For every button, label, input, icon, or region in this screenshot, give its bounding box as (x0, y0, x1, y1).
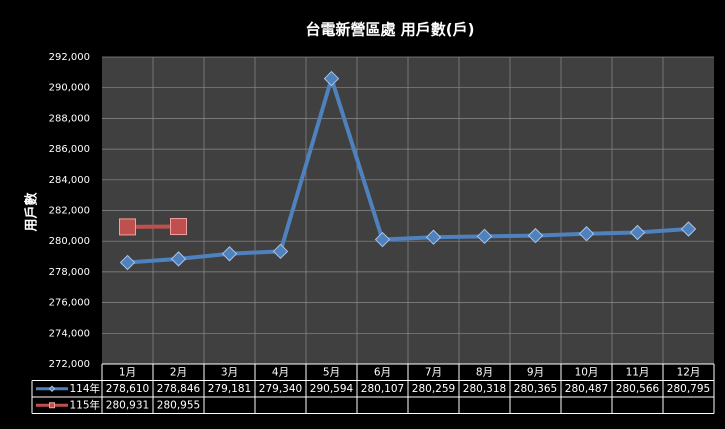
table-cell: 278,846 (157, 383, 201, 395)
series-line (127, 71, 689, 265)
x-tick-label: 11月 (626, 366, 650, 378)
x-tick-label: 1月 (119, 366, 136, 378)
x-tick-label: 2月 (170, 366, 187, 378)
legend-marker (48, 385, 56, 392)
y-tick-label: 278,000 (49, 267, 90, 278)
marker (119, 254, 136, 271)
table-cell: 280,318 (463, 383, 506, 395)
y-tick-label: 274,000 (49, 328, 90, 339)
marker (527, 227, 544, 244)
y-tick-label: 286,000 (49, 144, 90, 155)
marker (578, 226, 595, 242)
marker (221, 246, 238, 262)
table-cell: 280,795 (667, 383, 710, 395)
legend-label: 115年 (69, 398, 100, 411)
marker (680, 221, 697, 237)
table-cell: 280,566 (616, 383, 660, 395)
marker (119, 218, 136, 236)
y-tick-label: 282,000 (49, 206, 90, 217)
table-cell: 278,610 (106, 383, 149, 395)
x-tick-label: 10月 (575, 366, 599, 378)
x-tick-label: 7月 (425, 366, 442, 378)
table-cell: 280,365 (514, 383, 557, 395)
x-tick-label: 4月 (272, 366, 289, 378)
y-tick-label: 284,000 (49, 175, 90, 186)
marker (374, 231, 391, 248)
y-tick-label: 292,000 (49, 52, 90, 63)
marker (425, 229, 442, 245)
chart-title: 台電新營區處 用戶數(戶) (306, 21, 475, 39)
x-tick-label: 6月 (374, 366, 391, 378)
marker (170, 251, 187, 267)
marker (629, 224, 646, 241)
x-tick-label: 5月 (323, 366, 340, 378)
marker (272, 243, 289, 260)
table-cell: 280,487 (565, 383, 608, 395)
marker (170, 218, 187, 236)
y-tick-label: 276,000 (49, 298, 90, 309)
x-tick-label: 3月 (221, 366, 238, 378)
marker (476, 228, 493, 245)
table-cell: 280,955 (157, 399, 200, 411)
marker (323, 70, 340, 87)
legend-label: 114年 (69, 382, 100, 395)
x-tick-label: 12月 (677, 366, 701, 378)
x-tick-label: 8月 (476, 366, 493, 378)
table-cell: 279,181 (208, 383, 251, 395)
table-cell: 280,259 (412, 383, 455, 395)
y-tick-label: 280,000 (49, 236, 90, 247)
table-cell: 279,340 (259, 383, 302, 395)
y-axis-label: 用戶數 (24, 192, 40, 232)
table-cell: 280,107 (361, 383, 404, 395)
y-tick-label: 272,000 (49, 359, 90, 370)
y-tick-label: 288,000 (49, 113, 90, 124)
table-cell: 290,594 (310, 383, 354, 395)
table-cell: 280,931 (106, 399, 149, 411)
legend-marker (49, 402, 55, 409)
y-tick-label: 290,000 (49, 83, 90, 94)
x-tick-label: 9月 (527, 366, 544, 378)
